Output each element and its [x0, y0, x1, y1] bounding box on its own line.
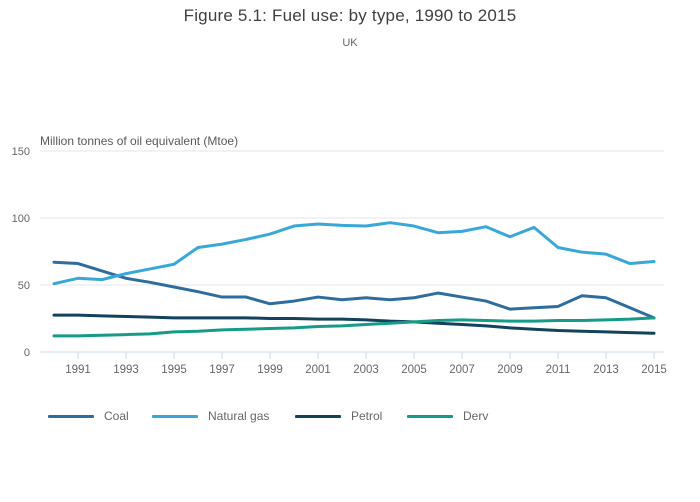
x-tick-label-2005: 2005 [401, 364, 427, 376]
x-tick-label-1997: 1997 [209, 364, 235, 376]
x-tick-label-2013: 2013 [593, 364, 619, 376]
series-line-natural-gas [52, 221, 656, 286]
series-line-derv [52, 316, 656, 338]
x-tick-label-2009: 2009 [497, 364, 523, 376]
legend-swatch-natural-gas [152, 414, 198, 418]
series-line-petrol [52, 313, 656, 335]
legend-label-derv: Derv [463, 409, 489, 423]
legend-swatch-derv [407, 414, 453, 418]
y-axis-unit-label: Million tonnes of oil equivalent (Mtoe) [40, 134, 239, 148]
chart-title: Figure 5.1: Fuel use: by type, 1990 to 2… [183, 6, 517, 25]
legend-label-petrol: Petrol [351, 409, 383, 423]
y-tick-label-50: 50 [18, 280, 30, 292]
y-tick-label-0: 0 [24, 347, 30, 359]
y-tick-label-100: 100 [12, 213, 30, 225]
series-line-coal [52, 260, 656, 320]
legend-swatch-petrol [295, 414, 341, 418]
x-tick-label-1999: 1999 [257, 364, 283, 376]
chart-subtitle: UK [342, 37, 358, 49]
x-tick-label-2015: 2015 [641, 364, 667, 376]
x-tick-label-1991: 1991 [65, 364, 91, 376]
x-tick-label-1993: 1993 [113, 364, 139, 376]
legend-item-derv[interactable]: Derv [407, 409, 488, 423]
legend-label-coal: Coal [104, 409, 129, 423]
x-tick-label-2007: 2007 [449, 364, 475, 376]
x-tick-label-2001: 2001 [305, 364, 331, 376]
legend-label-natural-gas: Natural gas [208, 409, 270, 423]
legend-item-coal[interactable]: Coal [48, 409, 129, 423]
legend-item-natural-gas[interactable]: Natural gas [152, 409, 269, 423]
x-tick-label-1995: 1995 [161, 364, 187, 376]
x-tick-label-2011: 2011 [546, 364, 571, 376]
y-tick-label-150: 150 [12, 146, 30, 158]
legend-item-petrol[interactable]: Petrol [295, 409, 382, 423]
x-tick-label-2003: 2003 [353, 364, 379, 376]
legend-swatch-coal [48, 414, 94, 418]
